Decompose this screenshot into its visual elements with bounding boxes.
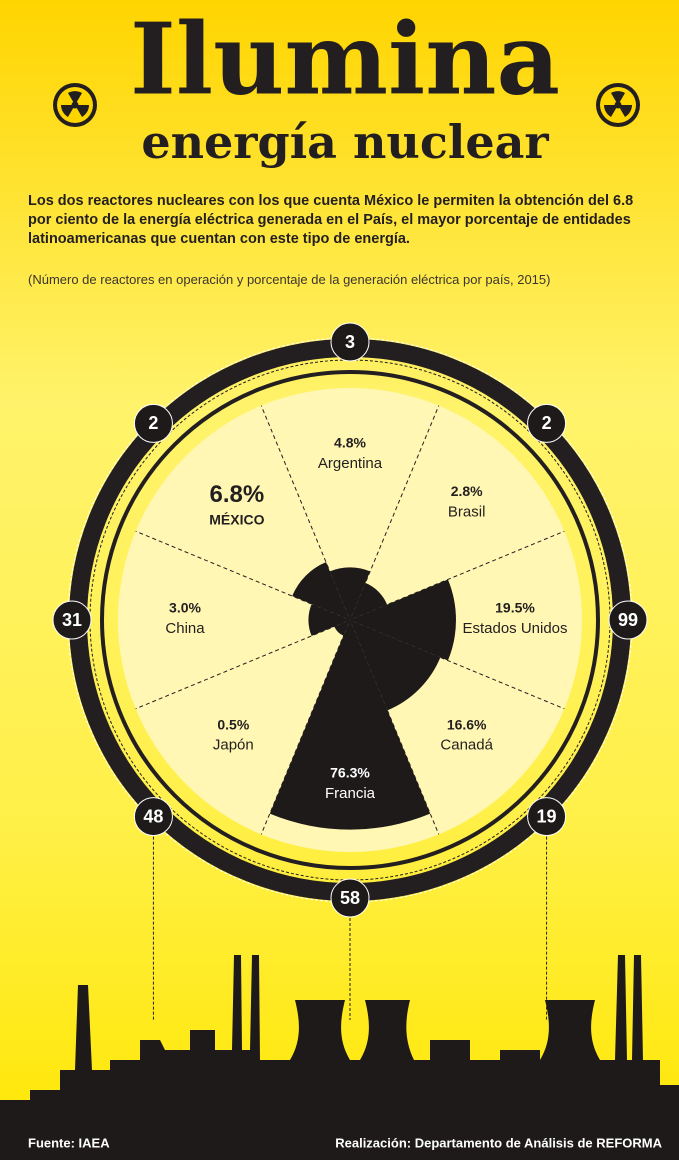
source: Fuente: IAEA — [28, 1135, 110, 1150]
note: (Número de reactores en operación y porc… — [28, 272, 551, 287]
wedge — [269, 620, 431, 830]
value-label: 6.8% — [210, 481, 265, 508]
value-label: 4.8% — [334, 435, 366, 451]
reactor-badge — [133, 403, 173, 443]
reactor-badge — [608, 600, 648, 640]
radiation-icon — [53, 83, 97, 127]
category-label: MÉXICO — [209, 512, 264, 528]
reactor-count: 48 — [143, 806, 163, 826]
divider — [135, 619, 351, 710]
divider — [349, 530, 565, 621]
wedge — [350, 579, 456, 661]
wedge — [334, 620, 350, 636]
reactor-badge — [52, 600, 92, 640]
wedge — [350, 582, 388, 620]
reactor-count: 2 — [542, 413, 552, 433]
reactor-badge — [527, 403, 567, 443]
value-label: 76.3% — [330, 765, 370, 781]
divider — [260, 405, 351, 621]
category-label: Estados Unidos — [462, 620, 567, 637]
factory-silhouette — [0, 955, 679, 1130]
wedge — [350, 620, 441, 711]
radiation-icon — [596, 83, 640, 127]
category-label: Argentina — [318, 455, 383, 472]
footer-bar — [0, 1128, 679, 1160]
category-label: Japón — [213, 737, 254, 754]
divider — [349, 619, 565, 710]
category-label: China — [165, 620, 205, 637]
value-label: 16.6% — [447, 716, 487, 732]
value-label: 2.8% — [451, 483, 483, 499]
reactor-count: 58 — [340, 888, 360, 908]
value-label: 0.5% — [217, 716, 249, 732]
reactor-count: 3 — [345, 332, 355, 352]
credit: Realización: Departamento de Análisis de… — [335, 1135, 662, 1150]
wedge — [308, 604, 350, 636]
wedge — [292, 562, 350, 620]
wedge — [329, 567, 371, 620]
reactor-count: 19 — [537, 806, 557, 826]
reactor-badge — [330, 322, 370, 362]
value-label: 3.0% — [169, 600, 201, 616]
reactor-badge — [527, 797, 567, 837]
category-label: Canadá — [440, 737, 493, 754]
reactor-count: 99 — [618, 610, 638, 630]
reactor-badge — [133, 797, 173, 837]
reactor-badge — [330, 878, 370, 918]
divider — [260, 619, 351, 835]
reactor-count: 31 — [62, 610, 82, 630]
divider — [135, 530, 351, 621]
divider — [349, 619, 440, 835]
reactor-count: 2 — [148, 413, 158, 433]
category-label: Francia — [325, 785, 376, 802]
divider — [349, 405, 440, 621]
subtitle: energía nuclear — [141, 115, 549, 169]
category-label: Brasil — [448, 503, 486, 520]
value-label: 19.5% — [495, 600, 535, 616]
title: Ilumina — [130, 2, 560, 117]
description: Los dos reactores nucleares con los que … — [28, 193, 634, 247]
